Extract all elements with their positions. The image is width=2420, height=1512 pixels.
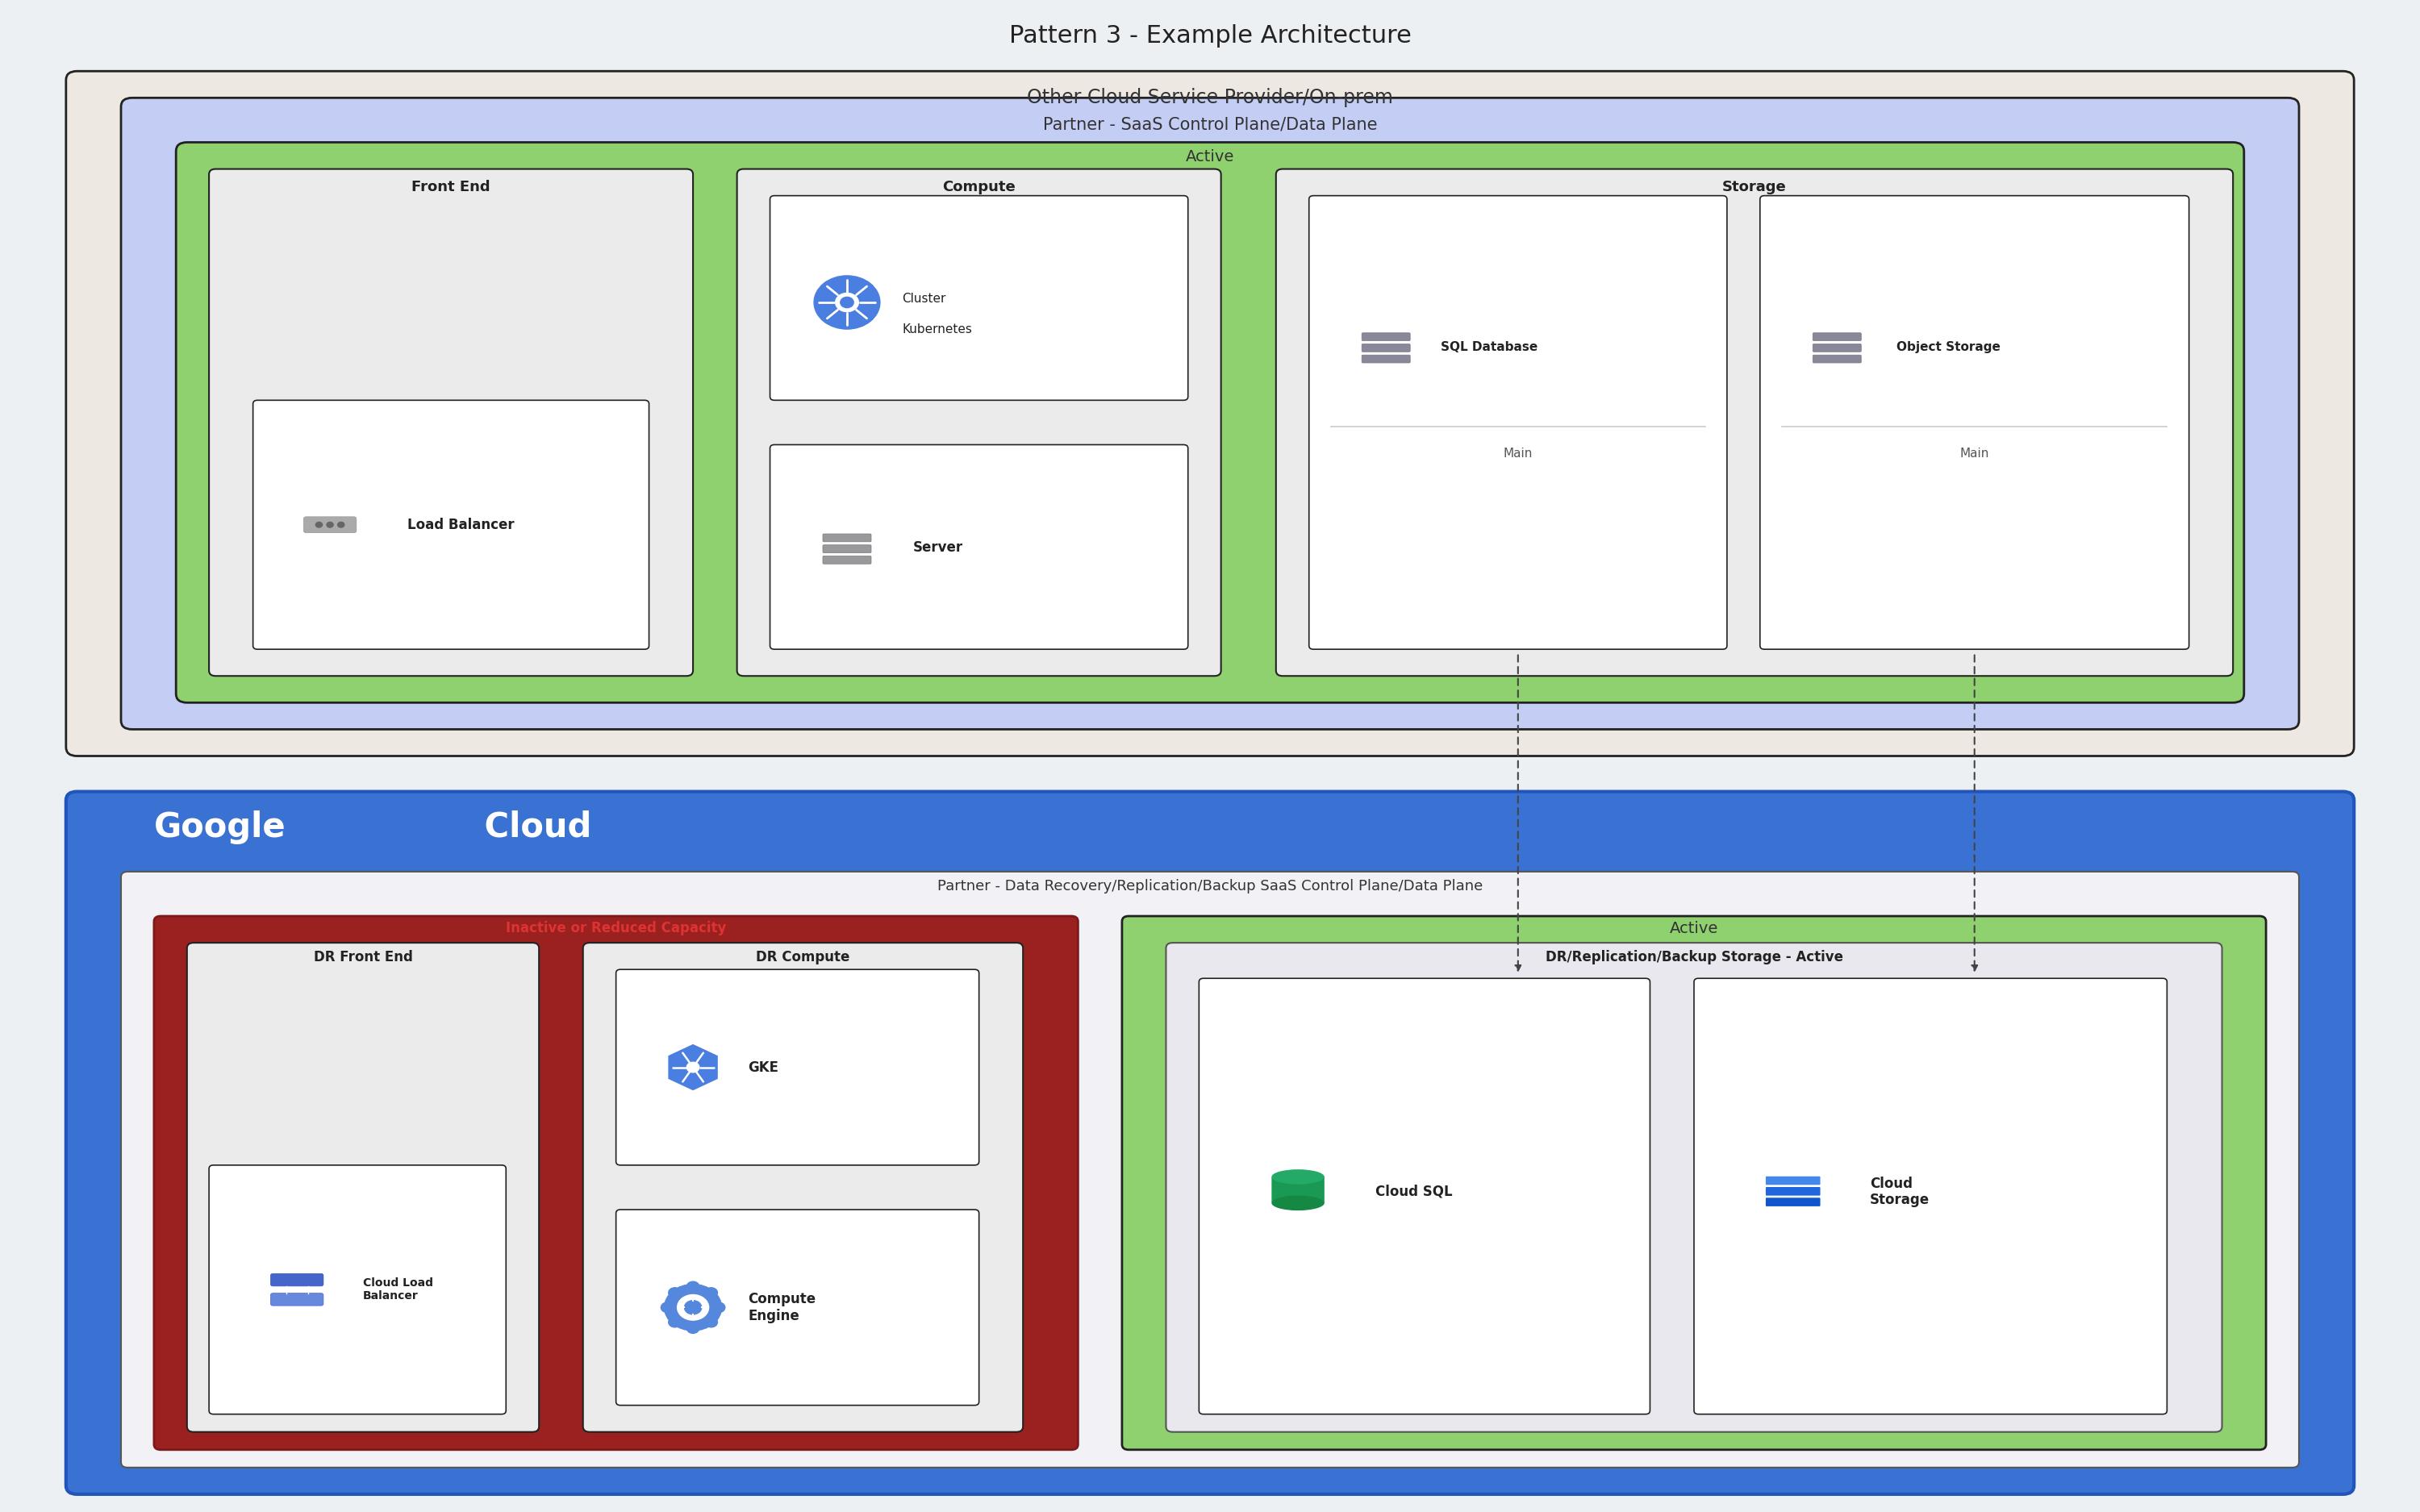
FancyBboxPatch shape [1275, 169, 2234, 676]
Text: Google: Google [155, 810, 286, 844]
FancyBboxPatch shape [1764, 1176, 1820, 1185]
Circle shape [678, 1294, 709, 1320]
FancyBboxPatch shape [1166, 943, 2222, 1432]
Circle shape [840, 296, 854, 308]
Text: DR/Replication/Backup Storage - Active: DR/Replication/Backup Storage - Active [1544, 950, 1844, 965]
FancyBboxPatch shape [1694, 978, 2166, 1414]
FancyBboxPatch shape [583, 943, 1024, 1432]
FancyBboxPatch shape [1123, 916, 2265, 1450]
FancyBboxPatch shape [823, 534, 871, 541]
FancyBboxPatch shape [617, 969, 980, 1166]
FancyBboxPatch shape [1813, 355, 1861, 363]
Text: Main: Main [1960, 448, 1989, 460]
Text: DR Front End: DR Front End [315, 950, 411, 965]
Circle shape [339, 522, 344, 528]
Circle shape [711, 1302, 726, 1312]
Text: Cloud: Cloud [472, 810, 593, 844]
FancyBboxPatch shape [617, 1210, 980, 1405]
Text: Other Cloud Service Provider/On-prem: Other Cloud Service Provider/On-prem [1026, 88, 1394, 107]
FancyBboxPatch shape [302, 517, 356, 532]
FancyBboxPatch shape [186, 943, 540, 1432]
Text: Compute
Engine: Compute Engine [748, 1291, 816, 1323]
FancyBboxPatch shape [1309, 195, 1728, 649]
FancyBboxPatch shape [1764, 1198, 1820, 1207]
FancyBboxPatch shape [177, 142, 2243, 703]
Circle shape [687, 1063, 699, 1072]
Ellipse shape [1270, 1196, 1324, 1211]
Circle shape [661, 1302, 673, 1312]
Text: Partner - SaaS Control Plane/Data Plane: Partner - SaaS Control Plane/Data Plane [1043, 116, 1377, 133]
Text: Storage: Storage [1723, 180, 1786, 194]
FancyBboxPatch shape [1759, 195, 2190, 649]
Text: Kubernetes: Kubernetes [903, 324, 973, 336]
Text: Object Storage: Object Storage [1897, 340, 2001, 352]
FancyBboxPatch shape [1362, 343, 1411, 352]
Circle shape [687, 1323, 699, 1334]
FancyBboxPatch shape [738, 169, 1222, 676]
FancyBboxPatch shape [1764, 1187, 1820, 1196]
Circle shape [668, 1288, 680, 1297]
Text: Inactive or Reduced Capacity: Inactive or Reduced Capacity [506, 921, 726, 936]
FancyBboxPatch shape [770, 195, 1188, 401]
Circle shape [315, 522, 322, 528]
FancyBboxPatch shape [823, 544, 871, 553]
Text: DR Compute: DR Compute [755, 950, 849, 965]
Circle shape [835, 293, 859, 311]
FancyBboxPatch shape [1813, 343, 1861, 352]
FancyBboxPatch shape [65, 792, 2355, 1494]
Circle shape [687, 1282, 699, 1291]
Text: Active: Active [1186, 148, 1234, 165]
FancyBboxPatch shape [271, 1273, 324, 1287]
Circle shape [666, 1284, 721, 1331]
FancyBboxPatch shape [1362, 333, 1411, 340]
Ellipse shape [1270, 1169, 1324, 1184]
FancyBboxPatch shape [1362, 355, 1411, 363]
FancyBboxPatch shape [121, 98, 2299, 729]
Polygon shape [668, 1045, 719, 1090]
Circle shape [813, 275, 881, 330]
Text: SQL Database: SQL Database [1440, 340, 1539, 352]
Text: Server: Server [912, 541, 963, 555]
FancyBboxPatch shape [1270, 1176, 1324, 1204]
FancyBboxPatch shape [65, 71, 2355, 756]
Text: Pattern 3 - Example Architecture: Pattern 3 - Example Architecture [1009, 24, 1411, 47]
Text: Cloud
Storage: Cloud Storage [1871, 1176, 1929, 1208]
FancyBboxPatch shape [208, 169, 692, 676]
Text: Load Balancer: Load Balancer [407, 517, 513, 532]
FancyBboxPatch shape [208, 1166, 506, 1414]
FancyBboxPatch shape [254, 401, 649, 649]
Text: Partner - Data Recovery/Replication/Backup SaaS Control Plane/Data Plane: Partner - Data Recovery/Replication/Back… [937, 878, 1483, 894]
Circle shape [668, 1317, 680, 1328]
Text: Active: Active [1670, 921, 1718, 936]
FancyBboxPatch shape [155, 916, 1077, 1450]
Circle shape [704, 1317, 716, 1328]
FancyBboxPatch shape [823, 556, 871, 564]
FancyBboxPatch shape [271, 1293, 324, 1306]
Circle shape [327, 522, 334, 528]
Circle shape [685, 1300, 702, 1314]
FancyBboxPatch shape [1813, 333, 1861, 340]
Text: Compute: Compute [941, 180, 1016, 194]
FancyBboxPatch shape [121, 871, 2299, 1468]
Text: Cloud Load
Balancer: Cloud Load Balancer [363, 1278, 433, 1302]
Text: Cluster: Cluster [903, 293, 946, 305]
Text: Main: Main [1503, 448, 1532, 460]
Text: Front End: Front End [411, 180, 491, 194]
Text: GKE: GKE [748, 1060, 779, 1075]
Text: Cloud SQL: Cloud SQL [1375, 1184, 1452, 1199]
FancyBboxPatch shape [770, 445, 1188, 649]
FancyBboxPatch shape [1198, 978, 1650, 1414]
Circle shape [704, 1288, 716, 1297]
